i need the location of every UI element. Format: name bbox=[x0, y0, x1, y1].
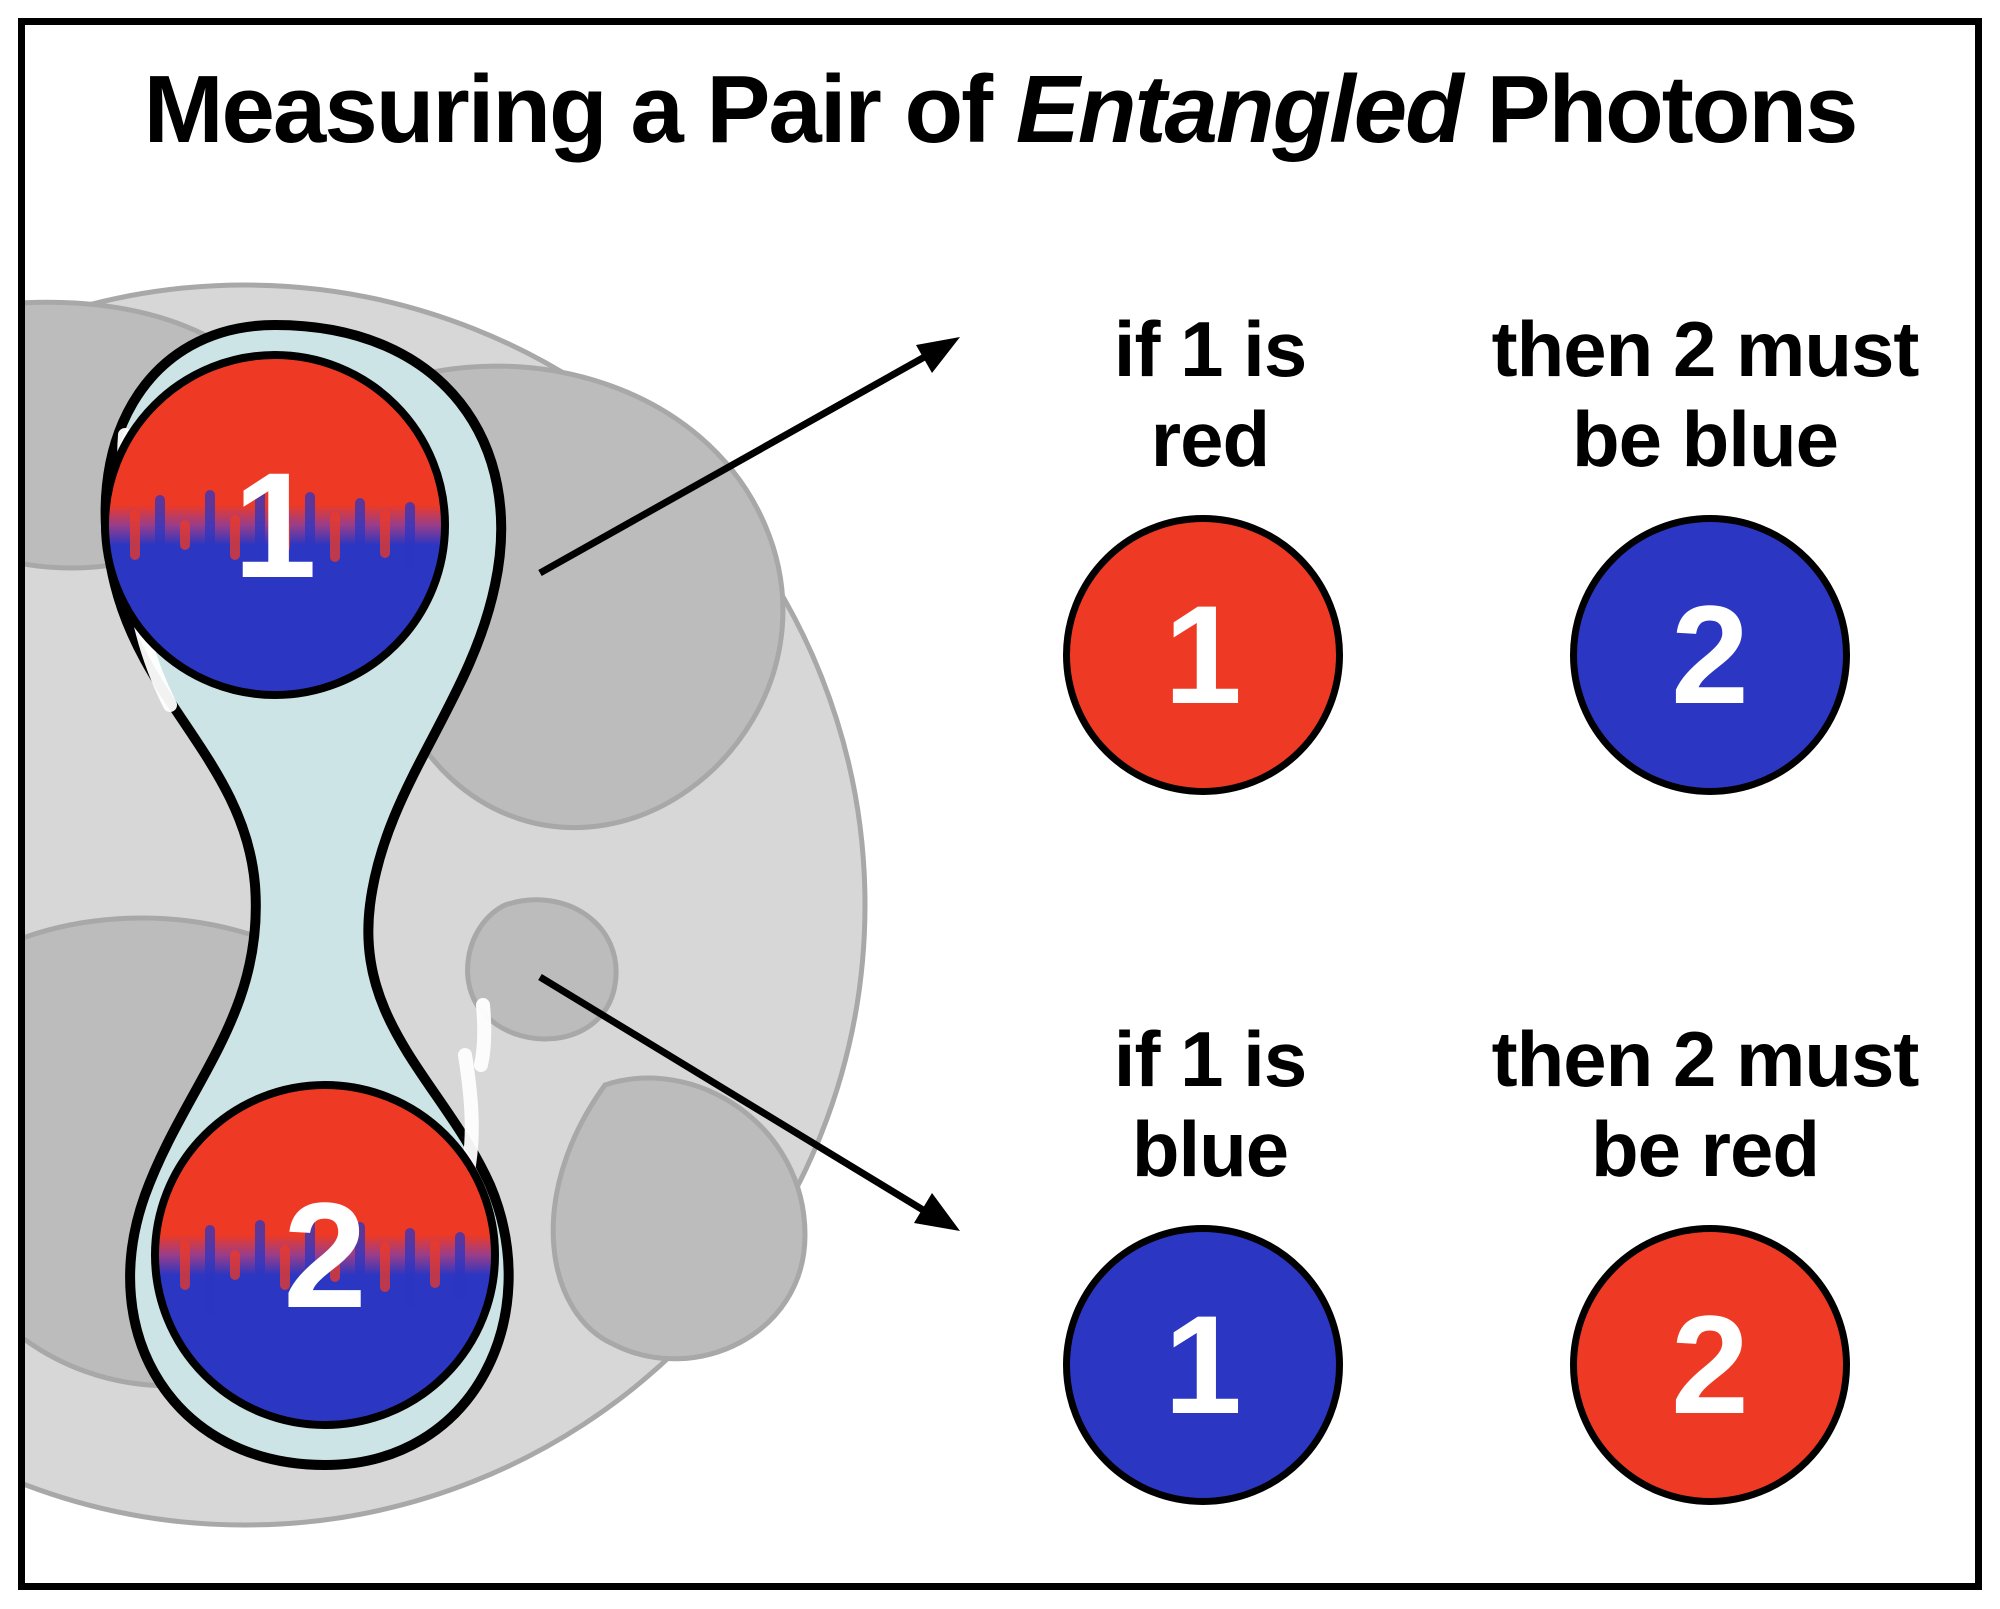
bottom-left-label-line2: blue bbox=[1132, 1105, 1288, 1193]
bottom-left-label-line1: if 1 is bbox=[1114, 1015, 1306, 1103]
arrow-to-bottom-outcome bbox=[530, 965, 970, 1245]
top-left-circle: 1 bbox=[1063, 515, 1343, 795]
title-italic: Entangled bbox=[1016, 56, 1462, 163]
entangled-photon-1: 1 bbox=[105, 355, 445, 695]
title-suffix: Photons bbox=[1462, 56, 1857, 163]
top-left-label-line2: red bbox=[1151, 395, 1269, 483]
bottom-right-label: then 2 must be red bbox=[1445, 1015, 1965, 1194]
entangled-photon-2: 2 bbox=[155, 1085, 495, 1425]
top-right-label-line2: be blue bbox=[1572, 395, 1838, 483]
top-left-label: if 1 is red bbox=[950, 305, 1470, 484]
bottom-right-label-line2: be red bbox=[1591, 1105, 1819, 1193]
bottom-left-circle-label: 1 bbox=[1070, 1232, 1336, 1498]
bottom-right-label-line1: then 2 must bbox=[1492, 1015, 1919, 1103]
bottom-left-circle: 1 bbox=[1063, 1225, 1343, 1505]
bottom-right-circle-label: 2 bbox=[1577, 1232, 1843, 1498]
bottom-left-label: if 1 is blue bbox=[950, 1015, 1470, 1194]
diagram-frame: Measuring a Pair of Entangled Photons bbox=[18, 18, 1982, 1590]
bottom-right-circle: 2 bbox=[1570, 1225, 1850, 1505]
top-left-label-line1: if 1 is bbox=[1114, 305, 1306, 393]
top-left-circle-label: 1 bbox=[1070, 522, 1336, 788]
diagram-title: Measuring a Pair of Entangled Photons bbox=[25, 55, 1975, 165]
entangled-photon-1-label: 1 bbox=[233, 441, 316, 609]
top-right-label-line1: then 2 must bbox=[1492, 305, 1919, 393]
top-right-circle-label: 2 bbox=[1577, 522, 1843, 788]
title-prefix: Measuring a Pair of bbox=[144, 56, 1016, 163]
top-right-circle: 2 bbox=[1570, 515, 1850, 795]
entangled-photon-2-label: 2 bbox=[283, 1171, 366, 1339]
top-right-label: then 2 must be blue bbox=[1445, 305, 1965, 484]
arrow-to-top-outcome bbox=[530, 325, 970, 585]
